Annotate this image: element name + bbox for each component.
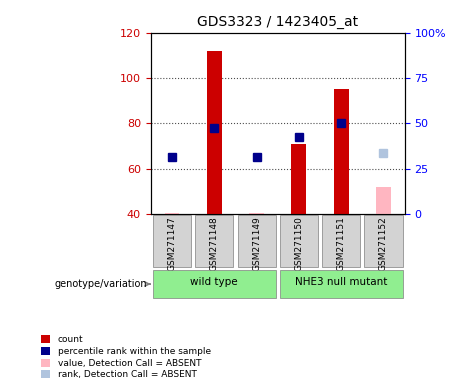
FancyBboxPatch shape — [280, 270, 402, 298]
Text: GSM271147: GSM271147 — [167, 217, 177, 271]
Text: GSM271152: GSM271152 — [379, 217, 388, 271]
Text: GSM271151: GSM271151 — [337, 217, 346, 271]
Text: GSM271149: GSM271149 — [252, 217, 261, 271]
Bar — [291, 144, 306, 214]
FancyBboxPatch shape — [153, 215, 191, 267]
Text: GSM271148: GSM271148 — [210, 217, 219, 271]
FancyBboxPatch shape — [195, 215, 233, 267]
FancyBboxPatch shape — [322, 215, 360, 267]
Bar — [376, 187, 391, 214]
Bar — [207, 51, 222, 214]
Text: wild type: wild type — [190, 278, 238, 288]
FancyBboxPatch shape — [365, 215, 402, 267]
FancyBboxPatch shape — [237, 215, 276, 267]
FancyBboxPatch shape — [280, 215, 318, 267]
Title: GDS3323 / 1423405_at: GDS3323 / 1423405_at — [197, 15, 358, 29]
Bar — [165, 213, 179, 214]
Text: NHE3 null mutant: NHE3 null mutant — [295, 278, 387, 288]
Text: genotype/variation: genotype/variation — [54, 279, 150, 289]
Text: GSM271150: GSM271150 — [295, 217, 303, 271]
Legend: count, percentile rank within the sample, value, Detection Call = ABSENT, rank, : count, percentile rank within the sample… — [41, 335, 211, 379]
FancyBboxPatch shape — [153, 270, 276, 298]
Bar — [334, 89, 349, 214]
